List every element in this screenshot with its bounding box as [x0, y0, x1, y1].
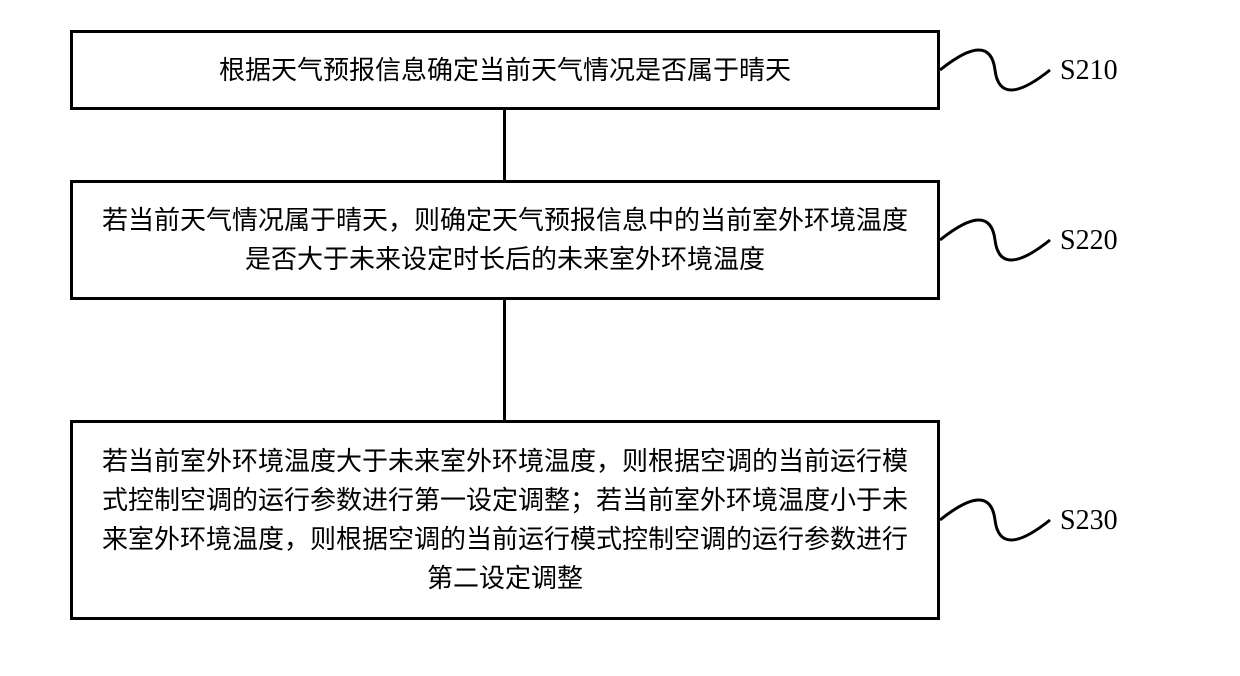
step-label-2: S220: [1060, 225, 1118, 257]
flow-step-1-text: 根据天气预报信息确定当前天气情况是否属于晴天: [219, 51, 791, 90]
connector-line-2: [503, 300, 506, 420]
flow-step-3: 若当前室外环境温度大于未来室外环境温度，则根据空调的当前运行模式控制空调的运行参…: [70, 420, 940, 620]
flow-step-2: 若当前天气情况属于晴天，则确定天气预报信息中的当前室外环境温度是否大于未来设定时…: [70, 180, 940, 300]
connector-curve-2: [940, 210, 1060, 270]
connector-curve-1: [940, 40, 1060, 100]
flow-step-1: 根据天气预报信息确定当前天气情况是否属于晴天: [70, 30, 940, 110]
flowchart-container: 根据天气预报信息确定当前天气情况是否属于晴天 S210 若当前天气情况属于晴天，…: [0, 0, 1240, 676]
connector-curve-3: [940, 490, 1060, 550]
connector-line-1: [503, 110, 506, 180]
flow-step-2-text: 若当前天气情况属于晴天，则确定天气预报信息中的当前室外环境温度是否大于未来设定时…: [93, 201, 917, 279]
step-label-3: S230: [1060, 505, 1118, 537]
step-label-1: S210: [1060, 55, 1118, 87]
flow-step-3-text: 若当前室外环境温度大于未来室外环境温度，则根据空调的当前运行模式控制空调的运行参…: [93, 442, 917, 598]
